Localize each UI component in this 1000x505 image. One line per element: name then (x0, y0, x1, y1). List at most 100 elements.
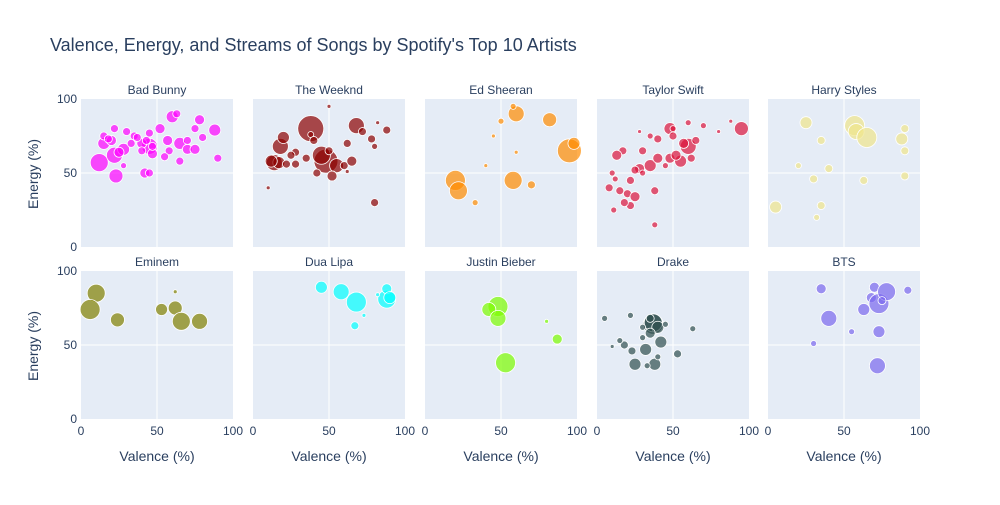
data-point (103, 134, 113, 144)
data-point (856, 127, 878, 148)
panel-title: Bad Bunny (128, 83, 187, 97)
data-point (189, 143, 201, 155)
data-point (567, 136, 581, 150)
data-point (859, 175, 869, 185)
data-point (286, 150, 296, 160)
data-point (619, 198, 629, 208)
data-point (358, 127, 367, 136)
data-point (615, 186, 625, 196)
data-point (449, 181, 468, 201)
data-point (382, 125, 392, 135)
data-point (824, 164, 834, 173)
data-point (326, 170, 338, 182)
data-point (629, 191, 641, 203)
x-tick-label: 100 (910, 424, 930, 438)
data-point (900, 124, 910, 134)
x-tick-label: 0 (765, 424, 772, 438)
data-point (346, 155, 358, 167)
x-axis-label: Valence (%) (291, 448, 366, 464)
data-point (172, 109, 182, 119)
data-point (734, 121, 749, 137)
panel-title: Harry Styles (811, 83, 876, 97)
data-point (809, 174, 818, 184)
x-axis-label: Valence (%) (806, 448, 881, 464)
panel-bts: BTS 0 50 100 Valence (%) (765, 255, 931, 464)
data-point (895, 132, 909, 146)
data-point (627, 311, 634, 319)
x-tick-label: 50 (150, 424, 164, 438)
data-point (716, 129, 721, 134)
data-point (903, 285, 913, 295)
data-point (816, 136, 826, 145)
data-point (646, 132, 654, 140)
data-point (190, 124, 200, 134)
data-point (345, 291, 367, 313)
panel-title: Ed Sheeran (469, 83, 532, 97)
data-point (367, 134, 376, 144)
data-point (630, 165, 640, 175)
data-point (900, 171, 910, 181)
data-point (619, 340, 629, 350)
data-point (611, 149, 623, 161)
panel-title: Eminem (135, 255, 179, 269)
data-point (542, 112, 558, 128)
data-point (265, 185, 271, 191)
panel-justin-bieber: Justin Bieber 0 50 100 Valence (%) (422, 255, 588, 464)
data-point (654, 335, 668, 349)
data-point (332, 283, 350, 301)
panel-eminem: Eminem 0 50 100 0 50 100 Valence (%) (57, 255, 243, 464)
y-tick-label: 50 (64, 166, 78, 180)
panel-harry-styles: Harry Styles (768, 83, 920, 247)
data-point (309, 136, 319, 145)
x-tick-label: 0 (594, 424, 601, 438)
data-point (728, 118, 734, 124)
data-point (471, 199, 479, 207)
data-point (342, 138, 352, 148)
data-point (89, 153, 109, 173)
data-point (361, 312, 367, 318)
x-tick-label: 0 (250, 424, 257, 438)
data-point (132, 133, 142, 142)
data-point (820, 309, 838, 327)
data-point (326, 104, 332, 109)
data-point (122, 127, 131, 136)
x-tick-label: 50 (322, 424, 336, 438)
data-point (509, 103, 517, 110)
data-point (544, 318, 549, 324)
data-point (813, 213, 821, 221)
data-point (198, 133, 208, 142)
x-axis-label: Valence (%) (119, 448, 194, 464)
data-point (171, 311, 191, 331)
data-point (191, 312, 208, 330)
data-point (869, 357, 886, 375)
panel-dua-lipa: Dua Lipa 0 50 100 Valence (%) (250, 255, 416, 464)
data-point (689, 325, 697, 333)
panel-title: The Weeknd (295, 83, 363, 97)
data-point (608, 169, 616, 177)
data-point (662, 162, 669, 170)
x-tick-label: 100 (567, 424, 587, 438)
data-point (643, 159, 657, 173)
data-point (769, 200, 782, 214)
data-point (371, 142, 379, 150)
data-point (810, 340, 817, 347)
data-point (182, 136, 192, 145)
data-point (610, 206, 618, 214)
data-point (643, 362, 651, 370)
panel-title: Drake (657, 255, 689, 269)
panel-bad-bunny: Bad Bunny 0 50 100 (57, 83, 233, 254)
data-point (160, 152, 170, 162)
data-point (495, 352, 516, 374)
data-point (79, 299, 101, 320)
y-tick-label: 100 (57, 92, 77, 106)
y-axis-label-row-1: Energy (%) (25, 139, 41, 209)
data-point (154, 123, 166, 135)
x-tick-label: 50 (494, 424, 508, 438)
data-point (383, 291, 397, 305)
data-point (155, 303, 168, 316)
y-tick-label: 50 (64, 338, 78, 352)
data-point (628, 357, 642, 371)
data-point (314, 280, 328, 294)
data-point (637, 129, 642, 134)
data-point (872, 325, 886, 339)
